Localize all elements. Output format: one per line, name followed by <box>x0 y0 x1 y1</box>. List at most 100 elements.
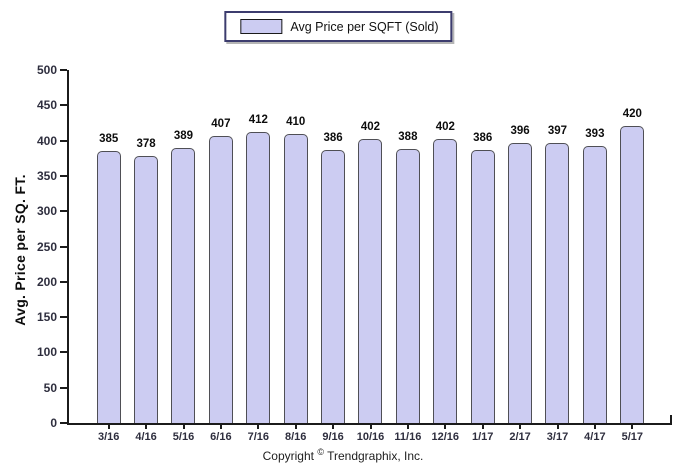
x-tick-label: 5/16 <box>172 431 195 443</box>
x-tick-label: 7/16 <box>247 431 269 443</box>
bar-slot: 388 <box>389 70 426 423</box>
x-tick-mark <box>332 423 335 429</box>
x-tick-mark <box>107 423 110 429</box>
bar-slot: 378 <box>127 70 164 423</box>
bar-value-label: 393 <box>585 128 605 140</box>
x-tick-label: 1/17 <box>471 431 494 443</box>
y-tick-label: 450 <box>36 98 57 113</box>
bar-slot: 420 <box>614 70 651 423</box>
plot-area: 0 50 100 150 200 250 300 350 400 450 500 385 3/16 378… <box>37 63 672 443</box>
x-tick-label: 9/16 <box>322 431 344 443</box>
bar <box>508 143 533 423</box>
bar <box>433 139 458 423</box>
y-tick-mark <box>60 104 67 107</box>
y-tick-label: 50 <box>43 380 57 395</box>
x-tick-label: 4/17 <box>584 431 606 443</box>
bar-slot: 402 <box>352 70 389 423</box>
bar <box>620 126 645 423</box>
bar-value-label: 389 <box>173 130 194 142</box>
x-tick-label: 3/17 <box>546 431 569 443</box>
x-tick-mark <box>219 423 222 429</box>
bar-value-label: 378 <box>136 138 156 150</box>
bar-value-label: 388 <box>398 131 418 143</box>
bar-slot: 402 <box>427 70 464 423</box>
bar-value-label: 385 <box>99 133 119 145</box>
bar <box>171 148 196 423</box>
x-tick-mark <box>593 423 596 429</box>
y-tick-label: 500 <box>36 63 57 77</box>
y-tick-label: 400 <box>36 133 57 148</box>
y-tick-label: 200 <box>36 274 57 289</box>
x-tick-mark <box>631 423 634 429</box>
y-tick-mark <box>60 245 67 248</box>
x-tick-label: 3/16 <box>97 431 120 443</box>
y-tick-mark <box>60 422 67 424</box>
x-tick-mark <box>294 423 297 429</box>
bar-slot: 386 <box>314 70 351 423</box>
y-tick-label: 150 <box>36 310 57 325</box>
y-tick-mark <box>60 316 67 319</box>
x-tick-mark <box>257 423 260 429</box>
x-tick-label: 11/16 <box>394 431 422 443</box>
bar <box>134 156 159 423</box>
bar <box>545 143 570 423</box>
bar <box>283 134 308 423</box>
bar <box>358 139 383 423</box>
bar <box>470 150 495 423</box>
bar-value-label: 412 <box>248 114 268 126</box>
bar-slot: 393 <box>576 70 613 423</box>
x-tick-mark <box>444 423 447 429</box>
bar <box>582 146 607 423</box>
y-tick-mark <box>60 139 67 142</box>
y-tick-mark <box>60 210 67 213</box>
x-tick-label: 4/16 <box>135 431 157 443</box>
bar-slot: 385 <box>90 70 127 423</box>
bar-value-label: 386 <box>473 132 493 144</box>
bar-value-label: 386 <box>323 132 343 144</box>
bar-value-label: 420 <box>622 108 642 120</box>
bar-slot: 410 <box>277 70 314 423</box>
bar-value-label: 396 <box>510 125 530 137</box>
bar <box>96 151 121 423</box>
bar-value-label: 407 <box>211 118 231 130</box>
y-tick-label: 300 <box>36 204 57 219</box>
x-tick-label: 5/17 <box>621 431 643 443</box>
y-tick-mark <box>60 69 67 71</box>
x-tick-label: 2/17 <box>509 431 531 443</box>
legend: Avg Price per SQFT (Sold) <box>224 11 453 42</box>
bar-slot: 397 <box>539 70 576 423</box>
bar-slot: 389 <box>165 70 202 423</box>
y-tick-mark <box>60 174 67 177</box>
x-tick-mark <box>145 423 148 429</box>
x-tick-label: 6/16 <box>210 431 232 443</box>
x-tick-label: 10/16 <box>356 431 385 443</box>
x-tick-label: 8/16 <box>284 431 307 443</box>
x-tick-mark <box>519 423 522 429</box>
y-tick-mark <box>60 280 67 283</box>
copyright-text: Copyright © Trendgraphix, Inc. <box>262 447 424 463</box>
legend-swatch-icon <box>240 19 283 34</box>
bar-slot: 386 <box>464 70 501 423</box>
y-tick-mark <box>60 386 67 389</box>
bar <box>321 150 346 423</box>
bar-value-label: 410 <box>286 116 306 128</box>
x-tick-mark <box>481 423 484 429</box>
y-tick-label: 0 <box>50 416 57 430</box>
x-tick-mark <box>556 423 559 429</box>
y-tick-label: 350 <box>36 168 57 183</box>
x-tick-label: 12/16 <box>431 431 460 443</box>
bar-slot: 407 <box>202 70 239 423</box>
bar <box>208 136 233 423</box>
bar-value-label: 402 <box>360 121 381 133</box>
x-tick-mark <box>182 423 185 429</box>
y-tick-label: 100 <box>36 345 57 360</box>
bar-slot: 396 <box>501 70 538 423</box>
bar-value-label: 397 <box>547 125 568 137</box>
x-tick-mark <box>406 423 409 429</box>
y-tick-mark <box>60 351 67 354</box>
legend-label: Avg Price per SQFT (Sold) <box>290 19 439 34</box>
y-tick-label: 250 <box>36 239 57 254</box>
bar-slot: 412 <box>240 70 277 423</box>
x-axis-end-tick <box>670 415 672 423</box>
